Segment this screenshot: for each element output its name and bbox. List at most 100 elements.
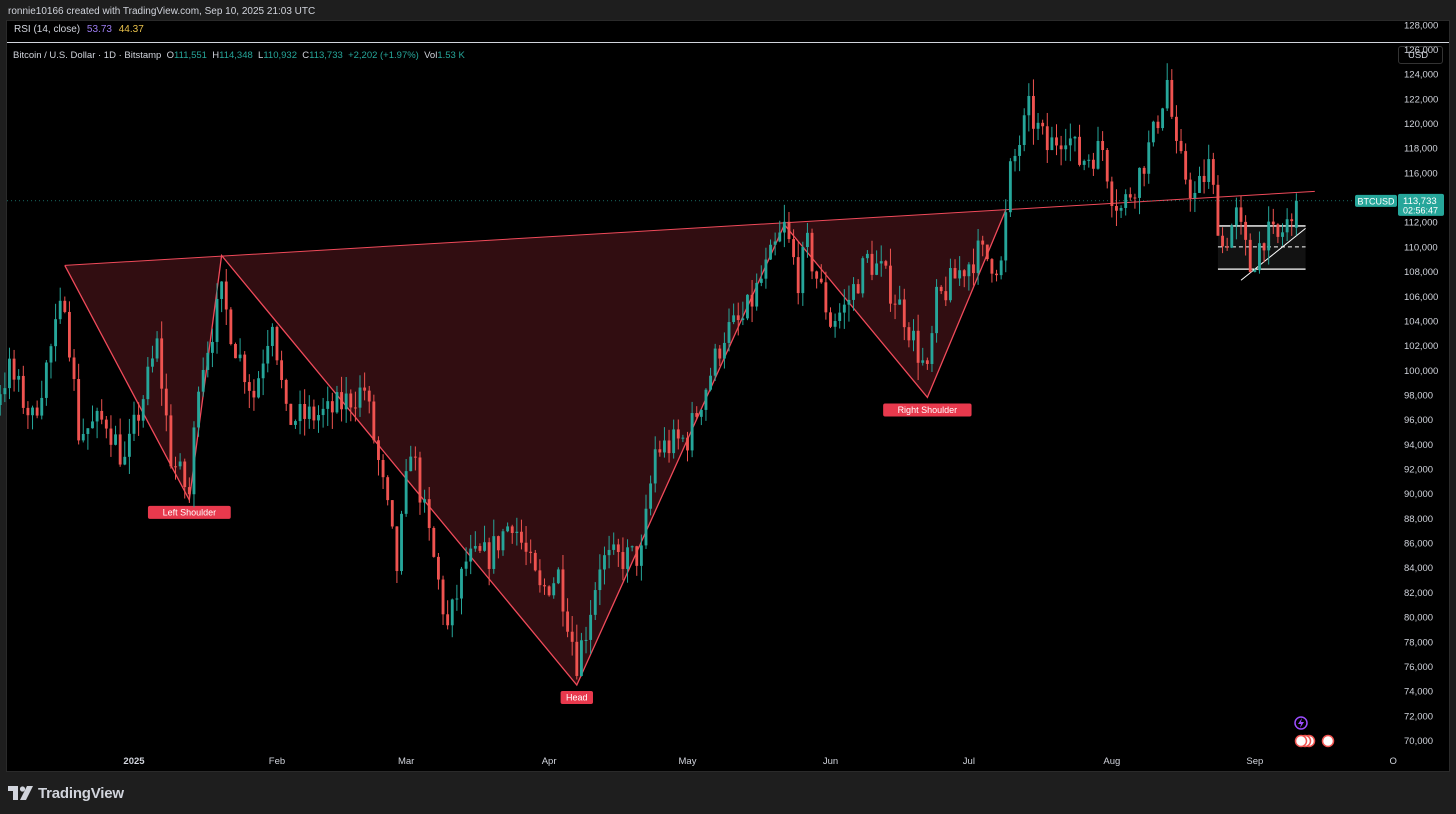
candle-body: [755, 282, 759, 307]
close-value: 113,733: [309, 50, 343, 61]
candle-body: [335, 392, 339, 413]
candle-body: [948, 268, 952, 301]
pane-separator[interactable]: [7, 42, 1449, 43]
candle-body: [865, 253, 869, 259]
candle-body: [690, 413, 694, 451]
y-tick-label: 124,000: [1404, 70, 1438, 81]
candle-body: [699, 409, 703, 417]
pattern-label: Left Shoulder: [147, 505, 231, 519]
candle-body: [782, 221, 786, 233]
candle-body: [192, 427, 196, 495]
candle-body: [1105, 150, 1109, 182]
candle-body: [1193, 192, 1197, 199]
y-tick-label: 84,000: [1404, 563, 1433, 574]
candle-body: [104, 419, 108, 429]
candle-body: [344, 393, 348, 410]
candle-body: [1207, 159, 1211, 182]
candle-body: [284, 379, 288, 404]
candle-body: [912, 330, 915, 341]
candle-body: [409, 456, 413, 472]
lightning-bolt-icon: [1298, 718, 1304, 728]
candle-body: [663, 440, 666, 453]
candle-body: [1248, 239, 1252, 272]
candle-body: [639, 545, 643, 566]
currency-button[interactable]: USD: [1398, 46, 1443, 64]
candle-body: [533, 552, 537, 571]
candle-body: [616, 544, 620, 553]
candle-body: [1198, 175, 1201, 193]
candle-body: [349, 393, 353, 408]
symbol-tag-text: BTCUSD: [1357, 196, 1395, 206]
low-label: L: [258, 50, 264, 61]
y-tick-label: 96,000: [1404, 415, 1433, 426]
candle-body: [672, 429, 676, 454]
candle-body: [958, 270, 962, 279]
candle-body: [1041, 122, 1045, 127]
candle-body: [400, 513, 403, 572]
y-tick-label: 122,000: [1404, 94, 1438, 105]
pattern-label: Head: [560, 690, 593, 704]
rsi-label: RSI (14, close): [14, 24, 81, 35]
candle-body: [842, 304, 846, 313]
candle-body: [603, 555, 606, 570]
trendline: [1240, 228, 1306, 281]
candle-body: [1059, 145, 1063, 150]
candle-body: [981, 240, 985, 245]
y-tick-label: 108,000: [1404, 267, 1438, 278]
candle-body: [884, 261, 888, 266]
candle-body: [261, 363, 265, 379]
open-value: 111,551: [174, 50, 207, 61]
candle-body: [1138, 167, 1141, 198]
candle-body: [543, 585, 546, 587]
y-tick-label: 104,000: [1404, 316, 1438, 327]
rsi-value-1: 53.73: [86, 24, 112, 35]
candle-body: [234, 344, 237, 359]
candle-body: [893, 303, 897, 305]
candle-body: [294, 421, 297, 425]
y-tick-label: 110,000: [1404, 242, 1438, 253]
candle-body: [206, 352, 210, 370]
candle-body: [132, 414, 136, 434]
candle-body: [990, 259, 994, 274]
candle-body: [1045, 126, 1049, 151]
candle-body: [363, 387, 367, 391]
candle-body: [464, 561, 468, 569]
candle-body: [796, 257, 800, 294]
candle-body: [529, 551, 533, 553]
us-flag-event-icon: [1294, 734, 1308, 748]
tradingview-brand[interactable]: TradingView: [8, 783, 124, 803]
candle-body: [404, 471, 408, 514]
open-label: O: [166, 50, 175, 61]
candle-body: [916, 330, 920, 363]
rsi-legend: RSI (14, close) 53.73 44.37: [14, 24, 144, 35]
candle-body: [1147, 142, 1151, 174]
y-tick-label: 98,000: [1404, 390, 1433, 401]
candle-body: [930, 333, 934, 364]
candle-body: [81, 433, 85, 441]
candle-body: [935, 286, 939, 334]
candle-body: [584, 639, 588, 641]
candle-body: [736, 315, 740, 321]
candle-body: [423, 499, 427, 503]
candle-body: [450, 599, 454, 626]
candle-body: [778, 232, 782, 242]
candle-body: [1225, 246, 1229, 248]
candle-body: [1032, 95, 1035, 129]
candle-body: [1027, 95, 1031, 116]
candle-body: [824, 282, 828, 313]
candle-body: [759, 278, 763, 283]
candle-body: [252, 390, 256, 398]
candle-body: [201, 369, 205, 392]
pattern-fill: [64, 209, 1006, 685]
candle-body: [967, 264, 971, 277]
candle-body: [1036, 122, 1040, 129]
candle-body: [805, 232, 809, 248]
candle-body: [40, 397, 44, 416]
chart-pane[interactable]: [6, 20, 1450, 772]
candle-body: [31, 407, 34, 416]
symbol-legend: Bitcoin / U.S. Dollar · 1D · Bitstamp O1…: [13, 50, 465, 61]
candle-body: [976, 240, 980, 274]
candle-body: [275, 326, 279, 361]
candle-body: [985, 244, 989, 260]
